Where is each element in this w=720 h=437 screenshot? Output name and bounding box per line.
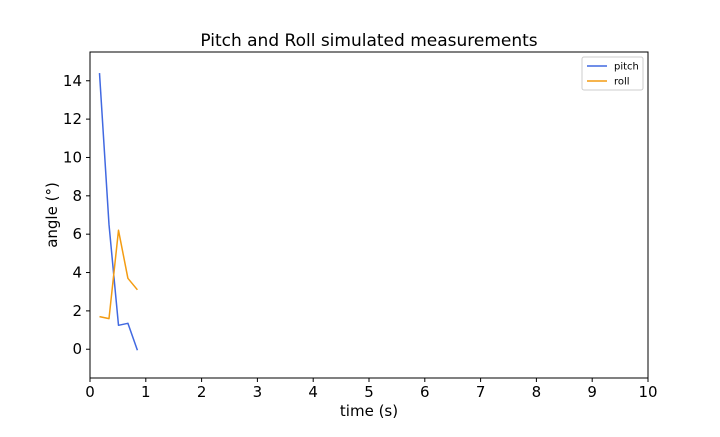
y-tick-label: 14 bbox=[63, 72, 82, 90]
x-tick-label: 8 bbox=[532, 383, 542, 401]
x-tick-label: 7 bbox=[476, 383, 486, 401]
x-tick-label: 4 bbox=[308, 383, 318, 401]
plot-area bbox=[89, 51, 649, 379]
series-lines bbox=[98, 73, 139, 351]
x-tick-label: 0 bbox=[85, 383, 95, 401]
series-line-roll bbox=[99, 229, 138, 320]
x-tick-label: 9 bbox=[587, 383, 597, 401]
x-axis-label: time (s) bbox=[340, 402, 398, 420]
series-line-pitch bbox=[98, 73, 139, 351]
x-tick-label: 10 bbox=[638, 383, 657, 401]
legend-label-roll: roll bbox=[614, 77, 630, 88]
x-tick-label: 6 bbox=[420, 383, 430, 401]
y-axis-ticks: 0 2 4 6 8 10 12 14 bbox=[63, 72, 90, 358]
y-tick-label: 12 bbox=[63, 110, 82, 128]
x-tick-label: 3 bbox=[253, 383, 263, 401]
y-tick-label: 2 bbox=[72, 302, 82, 320]
legend: pitch roll bbox=[581, 56, 644, 91]
y-tick-label: 4 bbox=[72, 264, 82, 282]
x-axis-ticks: 0 1 2 3 4 5 6 7 8 9 10 bbox=[85, 378, 658, 401]
plot-frame bbox=[89, 51, 649, 379]
y-tick-label: 0 bbox=[72, 340, 82, 358]
y-tick-label: 6 bbox=[72, 225, 82, 243]
chart-title: Pitch and Roll simulated measurements bbox=[200, 31, 537, 51]
y-axis-label: angle (°) bbox=[43, 182, 61, 248]
legend-label-pitch: pitch bbox=[614, 62, 639, 73]
x-tick-label: 5 bbox=[364, 383, 374, 401]
x-tick-label: 2 bbox=[197, 383, 207, 401]
x-tick-label: 1 bbox=[141, 383, 151, 401]
y-tick-label: 8 bbox=[72, 187, 82, 205]
y-tick-label: 10 bbox=[63, 148, 82, 166]
